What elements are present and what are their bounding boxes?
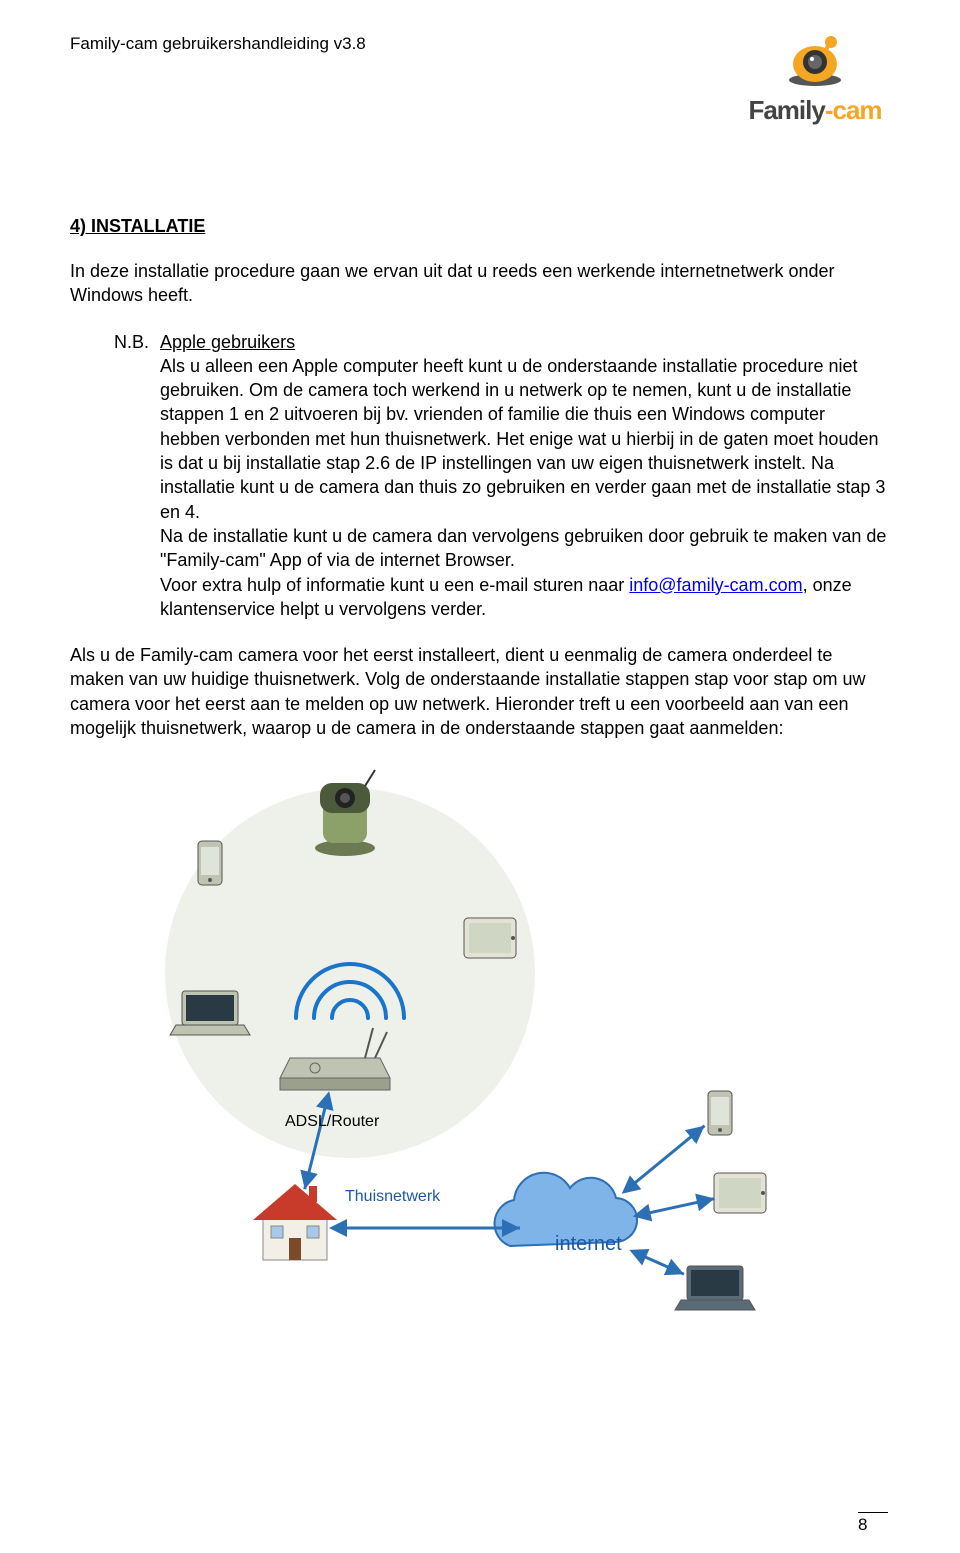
diagram-label: ADSL/Router	[285, 1113, 379, 1131]
brand-word-family: Family	[748, 95, 824, 125]
diagram-label: Thuisnetwerk	[345, 1188, 440, 1206]
nb-text-1: Als u alleen een Apple computer heeft ku…	[160, 356, 885, 522]
nb-label: N.B.	[114, 330, 160, 622]
network-diagram: ADSL/Router Thuisnetwerk internet	[70, 758, 890, 1338]
nb-block: N.B. Apple gebruikers Als u alleen een A…	[70, 330, 890, 622]
brand-word-cam: cam	[833, 95, 882, 125]
nb-subheading: Apple gebruikers	[160, 332, 295, 352]
brand-hyphen: -	[825, 95, 833, 125]
intro-paragraph: In deze installatie procedure gaan we er…	[70, 259, 890, 308]
camera-mascot-icon	[775, 30, 855, 88]
page-header: Family-cam gebruikershandleiding v3.8 Fa…	[70, 30, 890, 126]
support-email-link[interactable]: info@family-cam.com	[629, 575, 802, 595]
brand-wordmark: Family-cam	[740, 95, 890, 126]
diagram-label: internet	[555, 1233, 622, 1256]
nb-body: Apple gebruikers Als u alleen een Apple …	[160, 330, 890, 622]
nb-text-3a: Voor extra hulp of informatie kunt u een…	[160, 575, 629, 595]
nb-text-2: Na de installatie kunt u de camera dan v…	[160, 526, 886, 570]
document-page: Family-cam gebruikershandleiding v3.8 Fa…	[0, 0, 960, 1553]
brand-logo: Family-cam	[740, 30, 890, 126]
page-number: 8	[858, 1512, 888, 1535]
body-paragraph: Als u de Family-cam camera voor het eers…	[70, 643, 890, 740]
section-heading: 4) INSTALLATIE	[70, 216, 890, 237]
header-title: Family-cam gebruikershandleiding v3.8	[70, 30, 366, 54]
